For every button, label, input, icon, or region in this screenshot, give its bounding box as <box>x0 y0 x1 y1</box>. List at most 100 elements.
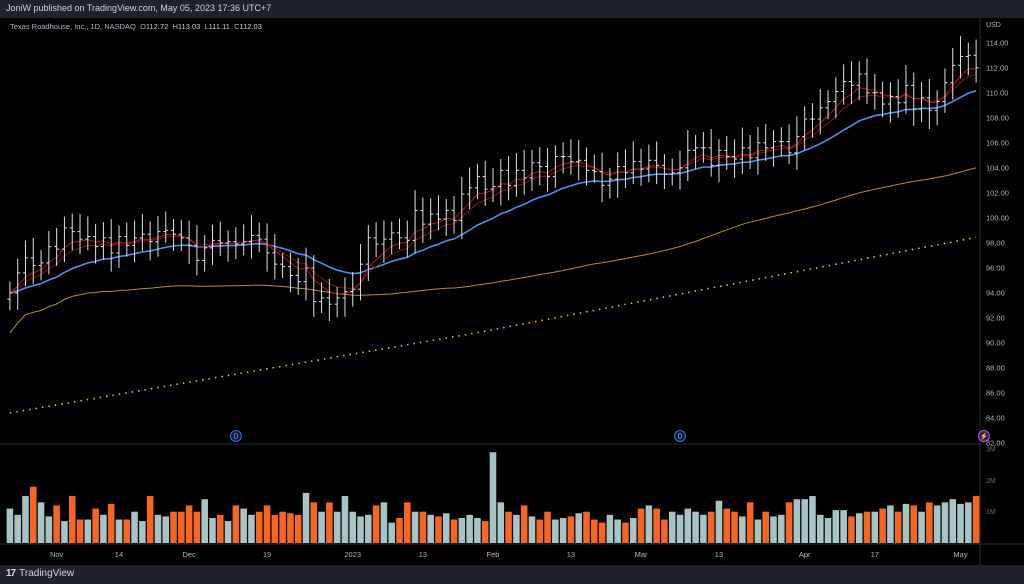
ohlc-bar <box>685 130 691 181</box>
ohlc-bar <box>622 149 628 188</box>
ohlc-bar <box>763 124 769 161</box>
ohlc-bar <box>965 42 971 76</box>
volume-bar <box>341 496 349 543</box>
close-value: 112.03 <box>239 22 262 31</box>
moving-average-layer <box>9 68 977 414</box>
volume-bar <box>497 502 505 543</box>
volume-bar <box>240 508 247 543</box>
volume-bar <box>37 502 45 543</box>
ohlc-bar <box>30 237 36 285</box>
ohlc-bar <box>786 124 792 165</box>
ohlc-bar <box>311 255 317 317</box>
ohlc-bar <box>100 222 106 260</box>
volume-bar <box>29 486 37 543</box>
volume-bar <box>76 519 84 543</box>
ohlc-bar <box>365 225 371 282</box>
volume-bar <box>232 505 240 543</box>
ohlc-bar <box>451 196 457 234</box>
ohlc-bar <box>194 225 200 276</box>
volume-bar <box>505 511 512 543</box>
ohlc-bar <box>15 258 21 310</box>
ohlc-bar <box>381 220 387 263</box>
ohlc-bar <box>116 225 122 268</box>
volume-tick-label: 3M <box>986 447 996 454</box>
volume-bar <box>723 508 731 543</box>
volume-bar <box>645 505 653 543</box>
marker-label: D <box>677 434 682 441</box>
volume-bar <box>92 508 99 543</box>
volume-bar <box>100 514 107 543</box>
ohlc-bar <box>202 235 208 272</box>
ohlc-bar <box>942 68 948 113</box>
split-event-icon[interactable]: ⚡ <box>977 430 990 442</box>
price-volume-chart[interactable]: USD 114.00 112.00 110.00 108.00 106.00 104.00 1… <box>0 18 1024 565</box>
price-tick-label: 98.00 <box>986 238 1005 247</box>
ohlc-bar <box>591 154 597 183</box>
ohlc-bar <box>708 129 714 177</box>
ohlc-bar <box>264 223 270 272</box>
volume-bar <box>707 511 715 543</box>
volume-bar <box>848 516 855 543</box>
volume-bar <box>778 514 785 543</box>
ohlc-bar <box>248 215 254 259</box>
dividend-marker[interactable]: D <box>229 430 242 442</box>
volume-bar <box>442 513 450 543</box>
volume-bar <box>746 502 754 543</box>
symbol-legend: Texas Roadhouse, Inc., 1D, NASDAQ O112.7… <box>10 22 262 31</box>
volume-bar <box>552 519 559 543</box>
volume-tick-label: 2M <box>986 478 996 485</box>
ohlc-bar <box>459 176 465 240</box>
ohlc-bar <box>716 139 722 183</box>
volume-bar <box>154 514 162 543</box>
ohlc-bar <box>225 230 231 262</box>
chart-frame[interactable]: USD 114.00 112.00 110.00 108.00 106.00 104.00 1… <box>0 18 1024 565</box>
ohlc-bar <box>132 220 138 263</box>
dividend-marker[interactable]: D <box>674 430 687 442</box>
ohlc-bar <box>443 199 449 237</box>
time-tick-label: 2023 <box>344 550 361 559</box>
time-tick-label: 13 <box>715 550 723 559</box>
volume-bar <box>365 514 372 543</box>
ohlc-bar <box>841 64 847 105</box>
ohlc-bar <box>241 224 247 256</box>
ohlc-bar <box>474 163 480 200</box>
price-tick-label: 88.00 <box>986 363 1005 372</box>
volume-bar <box>871 511 879 543</box>
volume-bar <box>684 508 692 543</box>
ohlc-bar <box>950 48 956 100</box>
ohlc-bar <box>233 227 239 260</box>
volume-bar <box>146 496 154 543</box>
ohlc-bar <box>958 36 964 79</box>
ohlc-bar <box>350 271 356 307</box>
volume-bar <box>349 511 357 543</box>
price-tick-label: 114.00 <box>986 38 1008 47</box>
volume-bar <box>668 511 676 543</box>
ma-tan-line <box>9 167 977 334</box>
ohlc-bar <box>217 221 223 257</box>
ohlc-bar <box>739 127 745 175</box>
volume-bar <box>294 514 302 543</box>
volume-bar <box>739 516 746 543</box>
price-tick-label: 82.00 <box>986 439 1005 448</box>
volume-bar <box>302 492 310 543</box>
ohlc-bar <box>124 222 130 257</box>
volume-bar <box>863 511 871 543</box>
ohlc-bar <box>880 81 886 118</box>
volume-bar <box>357 516 364 543</box>
volume-bar <box>263 505 271 543</box>
volume-bar <box>411 511 419 543</box>
ohlc-bar <box>139 213 145 252</box>
ohlc-bar <box>93 223 99 264</box>
volume-bar <box>754 519 762 543</box>
ohlc-bar <box>38 250 44 281</box>
volume-bar <box>949 499 957 543</box>
ohlc-bar <box>186 220 192 265</box>
tradingview-logo[interactable]: 17 TradingView <box>6 568 74 579</box>
ohlc-bar <box>677 150 683 190</box>
ohlc-bar <box>389 221 395 255</box>
ohlc-bar <box>560 142 566 174</box>
volume-bar <box>248 514 255 543</box>
time-tick-label: 19 <box>263 550 271 559</box>
ohlc-bar <box>771 130 777 167</box>
volume-bar <box>185 505 193 543</box>
